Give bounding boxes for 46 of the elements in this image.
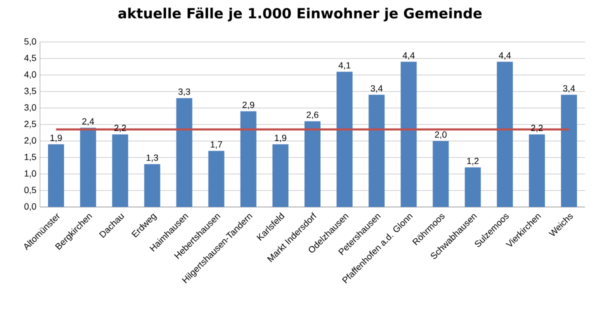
y-tick-label: 3,0 xyxy=(24,104,36,112)
y-tick-label: 2,0 xyxy=(24,137,36,145)
data-label: 3,4 xyxy=(370,85,383,93)
bar xyxy=(208,150,224,207)
y-tick-label: 1,5 xyxy=(24,154,36,162)
y-tick-label: 2,5 xyxy=(24,120,36,128)
y-tick-label: 1,0 xyxy=(24,170,36,178)
bar xyxy=(176,98,192,207)
data-label: 2,9 xyxy=(242,102,254,110)
y-tick-label: 0,0 xyxy=(24,203,36,211)
y-tick-label: 4,5 xyxy=(24,54,36,62)
data-label: 4,4 xyxy=(498,52,511,60)
bar xyxy=(528,134,545,207)
data-label: 1,9 xyxy=(274,134,286,142)
y-tick-label: 4,0 xyxy=(24,71,36,79)
bar xyxy=(240,111,256,207)
bar xyxy=(112,134,128,207)
data-label: 2,2 xyxy=(114,124,126,132)
bar xyxy=(464,167,481,207)
bar xyxy=(400,62,417,207)
y-tick-label: 3,5 xyxy=(24,88,36,96)
bar xyxy=(304,121,321,207)
bar xyxy=(48,144,64,207)
y-tick-label: 5,0 xyxy=(24,38,36,46)
data-label: 4,4 xyxy=(402,52,415,60)
chart-title: aktuelle Fälle je 1.000 Einwohner je Gemeinde xyxy=(118,8,482,22)
bar xyxy=(272,144,288,207)
data-label: 2,4 xyxy=(82,118,94,126)
data-label: 2,6 xyxy=(306,112,318,120)
y-tick-label: 0,5 xyxy=(24,186,36,194)
bar xyxy=(144,164,160,207)
bar xyxy=(336,72,353,207)
data-label: 2,2 xyxy=(531,124,543,132)
data-label: 1,9 xyxy=(50,134,62,142)
data-label: 2,0 xyxy=(434,131,447,139)
data-label: 1,3 xyxy=(146,154,158,162)
data-label: 4,1 xyxy=(338,62,350,70)
data-label: 3,4 xyxy=(563,85,575,93)
data-label: 1,7 xyxy=(210,141,222,149)
bar xyxy=(368,94,385,207)
bar xyxy=(560,94,577,207)
data-label: 3,3 xyxy=(178,88,190,96)
bar xyxy=(432,141,449,207)
data-label: 1,2 xyxy=(467,158,479,166)
bar xyxy=(496,62,513,207)
bar xyxy=(80,128,96,207)
